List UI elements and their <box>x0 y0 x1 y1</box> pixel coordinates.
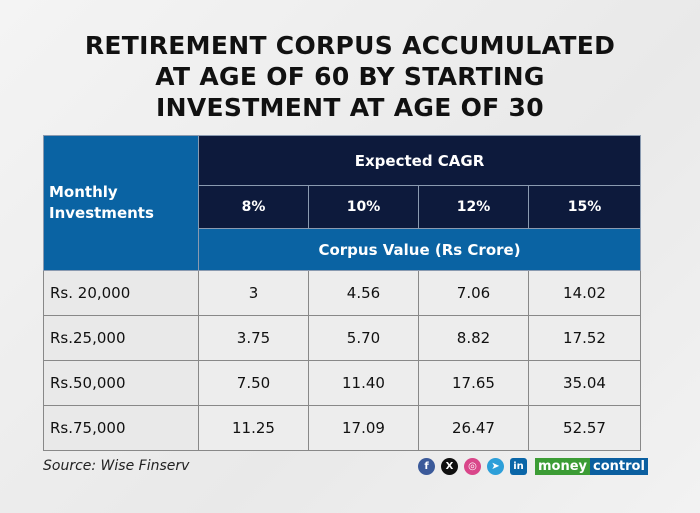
social-icons: f X ◎ ➤ in money control <box>418 458 648 475</box>
instagram-icon[interactable]: ◎ <box>464 458 481 475</box>
column-header: 15% <box>527 185 642 229</box>
source-note: Source: Wise Finserv <box>43 458 190 474</box>
table-cell: 17.52 <box>527 315 642 361</box>
table-cell: 17.65 <box>418 360 529 406</box>
table-row: Rs.75,000 11.25 17.09 26.47 52.57 <box>43 405 642 451</box>
linkedin-icon[interactable]: in <box>510 458 527 475</box>
table-cell: 4.56 <box>308 270 419 316</box>
column-header: 10% <box>308 185 419 229</box>
table-cell: 3 <box>198 270 309 316</box>
title-line: RETIREMENT CORPUS ACCUMULATED <box>84 31 616 60</box>
table-cell: 17.09 <box>308 405 419 451</box>
table-row: Rs. 20,000 3 4.56 7.06 14.02 <box>43 270 642 316</box>
table-cell: 35.04 <box>527 360 642 406</box>
table-cell: 11.40 <box>308 360 419 406</box>
table-cell: 14.02 <box>527 270 642 316</box>
table-cell: 26.47 <box>418 405 529 451</box>
table-cell: 52.57 <box>527 405 642 451</box>
table-cell: 8.82 <box>418 315 529 361</box>
row-label: Rs.50,000 <box>43 360 199 406</box>
unit-header: Corpus Value (Rs Crore) <box>197 228 642 271</box>
group-header: Expected CAGR <box>197 135 642 186</box>
page-title: RETIREMENT CORPUS ACCUMULATED AT AGE OF … <box>0 30 700 123</box>
column-header: 8% <box>198 185 309 229</box>
moneycontrol-logo: money control <box>535 458 648 475</box>
title-line: AT AGE OF 60 BY STARTING <box>155 62 545 91</box>
table-row: Rs.25,000 3.75 5.70 8.82 17.52 <box>43 315 642 361</box>
row-header: Monthly Investments <box>43 135 199 271</box>
row-label: Rs.75,000 <box>43 405 199 451</box>
table-cell: 11.25 <box>198 405 309 451</box>
table-row: Rs.50,000 7.50 11.40 17.65 35.04 <box>43 360 642 406</box>
telegram-icon[interactable]: ➤ <box>487 458 504 475</box>
table-cell: 7.06 <box>418 270 529 316</box>
row-label: Rs.25,000 <box>43 315 199 361</box>
column-header: 12% <box>418 185 529 229</box>
logo-part: money <box>535 458 591 475</box>
facebook-icon[interactable]: f <box>418 458 435 475</box>
table-cell: 7.50 <box>198 360 309 406</box>
x-icon[interactable]: X <box>441 458 458 475</box>
row-label: Rs. 20,000 <box>43 270 199 316</box>
title-line: INVESTMENT AT AGE OF 30 <box>156 93 544 122</box>
corpus-table: Monthly Investments Expected CAGR 8% 10% 1… <box>43 135 642 451</box>
logo-part: control <box>590 458 648 475</box>
table-cell: 3.75 <box>198 315 309 361</box>
table-cell: 5.70 <box>308 315 419 361</box>
